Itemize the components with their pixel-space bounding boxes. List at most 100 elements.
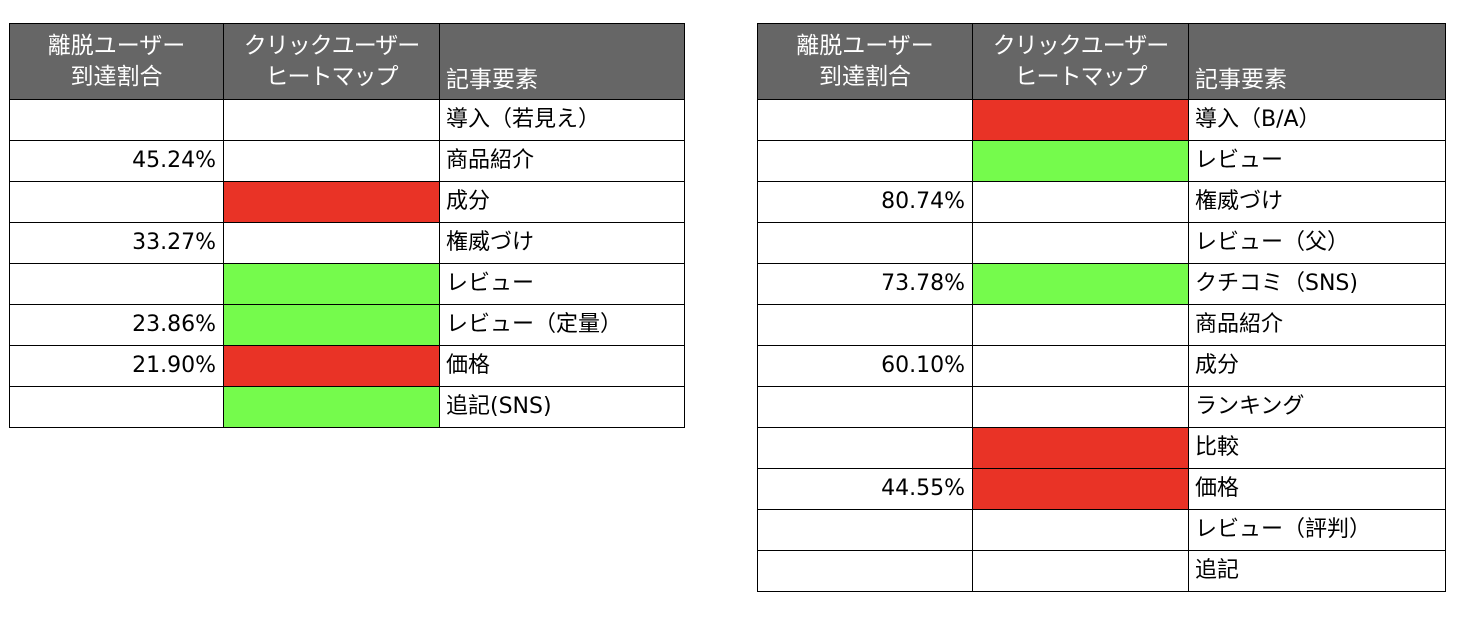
exit-rate-cell: 73.78% (757, 263, 973, 305)
header-exit-rate: 離脱ユーザー 到達割合 (757, 23, 973, 100)
heatmap-cell (972, 550, 1189, 592)
article-element-cell: 商品紹介 (439, 140, 685, 182)
article-element-cell: 商品紹介 (1188, 304, 1446, 346)
exit-rate-cell (9, 386, 224, 428)
heatmap-cell (223, 181, 440, 223)
exit-rate-cell: 44.55% (757, 468, 973, 510)
exit-rate-cell (757, 304, 973, 346)
exit-rate-cell (757, 99, 973, 141)
article-element-cell: 価格 (1188, 468, 1446, 510)
heatmap-cell (972, 509, 1189, 551)
header-row: 離脱ユーザー 到達割合 クリックユーザー ヒートマップ 記事要素 (9, 23, 685, 100)
header-element: 記事要素 (439, 23, 685, 100)
header-exit-rate-line-2: 到達割合 (819, 63, 911, 90)
table-row: 追記(SNS) (9, 386, 685, 428)
heatmap-cell (972, 386, 1189, 428)
article-element-cell: 導入（若見え） (439, 99, 685, 141)
heatmap-cell (972, 140, 1189, 182)
exit-rate-cell (757, 427, 973, 469)
table-body: 導入（若見え） 45.24% 商品紹介 成分 33.27% 権威づけ レビュー 23.86% レ… (9, 99, 685, 428)
table-row: 商品紹介 (757, 304, 1446, 346)
exit-rate-cell (9, 99, 224, 141)
header-heatmap: クリックユーザー ヒートマップ (223, 23, 440, 100)
header-exit-rate: 離脱ユーザー 到達割合 (9, 23, 224, 100)
heatmap-cell (972, 345, 1189, 387)
article-element-cell: 比較 (1188, 427, 1446, 469)
article-element-cell: レビュー（定量） (439, 304, 685, 346)
article-element-cell: 導入（B/A） (1188, 99, 1446, 141)
header-exit-rate-line-1: 離脱ユーザー (796, 32, 934, 59)
article-element-cell: 権威づけ (1188, 181, 1446, 223)
heatmap-cell (972, 468, 1189, 510)
exit-rate-cell (757, 550, 973, 592)
exit-rate-cell: 80.74% (757, 181, 973, 223)
header-row: 離脱ユーザー 到達割合 クリックユーザー ヒートマップ 記事要素 (757, 23, 1446, 100)
heatmap-cell (972, 304, 1189, 346)
article-analysis-table-right: 離脱ユーザー 到達割合 クリックユーザー ヒートマップ 記事要素 導入（B/A）… (757, 23, 1446, 592)
header-heatmap-line-2: ヒートマップ (1014, 63, 1148, 90)
heatmap-cell (223, 345, 440, 387)
table-row: 80.74% 権威づけ (757, 181, 1446, 223)
exit-rate-cell: 45.24% (9, 140, 224, 182)
article-element-cell: 成分 (439, 181, 685, 223)
exit-rate-cell: 33.27% (9, 222, 224, 264)
heatmap-cell (972, 263, 1189, 305)
table-row: 21.90% 価格 (9, 345, 685, 387)
table-row: 導入（B/A） (757, 99, 1446, 141)
exit-rate-cell: 60.10% (757, 345, 973, 387)
table-row: 23.86% レビュー（定量） (9, 304, 685, 346)
exit-rate-cell (757, 386, 973, 428)
article-element-cell: 追記(SNS) (439, 386, 685, 428)
table-row: 比較 (757, 427, 1446, 469)
table-row: レビュー (757, 140, 1446, 182)
article-element-cell: 権威づけ (439, 222, 685, 264)
header-heatmap: クリックユーザー ヒートマップ (972, 23, 1189, 100)
header-exit-rate-line-1: 離脱ユーザー (47, 32, 186, 59)
table-row: 成分 (9, 181, 685, 223)
heatmap-cell (972, 181, 1189, 223)
article-element-cell: 成分 (1188, 345, 1446, 387)
heatmap-cell (223, 222, 440, 264)
heatmap-cell (223, 304, 440, 346)
table-row: 73.78% クチコミ（SNS) (757, 263, 1446, 305)
exit-rate-cell (757, 509, 973, 551)
table-row: 追記 (757, 550, 1446, 592)
article-element-cell: クチコミ（SNS) (1188, 263, 1446, 305)
article-element-cell: レビュー（評判） (1188, 509, 1446, 551)
exit-rate-cell: 21.90% (9, 345, 224, 387)
heatmap-cell (223, 140, 440, 182)
table-row: レビュー（評判） (757, 509, 1446, 551)
exit-rate-cell (757, 140, 973, 182)
exit-rate-cell (9, 263, 224, 305)
table-row: 導入（若見え） (9, 99, 685, 141)
exit-rate-cell (757, 222, 973, 264)
heatmap-cell (972, 427, 1189, 469)
table-row: 45.24% 商品紹介 (9, 140, 685, 182)
header-heatmap-line-2: ヒートマップ (265, 63, 399, 90)
article-element-cell: レビュー (1188, 140, 1446, 182)
article-element-cell: レビュー（父） (1188, 222, 1446, 264)
exit-rate-cell (9, 181, 224, 223)
exit-rate-cell: 23.86% (9, 304, 224, 346)
article-element-cell: 価格 (439, 345, 685, 387)
heatmap-cell (223, 386, 440, 428)
table-row: 60.10% 成分 (757, 345, 1446, 387)
article-element-cell: ランキング (1188, 386, 1446, 428)
article-element-cell: 追記 (1188, 550, 1446, 592)
heatmap-cell (223, 99, 440, 141)
table-body: 導入（B/A） レビュー 80.74% 権威づけ レビュー（父） 73.78% クチコミ（S… (757, 99, 1446, 592)
heatmap-cell (972, 99, 1189, 141)
table-row: レビュー（父） (757, 222, 1446, 264)
header-heatmap-line-1: クリックユーザー (243, 32, 421, 59)
heatmap-cell (223, 263, 440, 305)
table-row: 33.27% 権威づけ (9, 222, 685, 264)
header-heatmap-line-1: クリックユーザー (992, 32, 1170, 59)
table-row: 44.55% 価格 (757, 468, 1446, 510)
table-row: ランキング (757, 386, 1446, 428)
header-exit-rate-line-2: 到達割合 (70, 63, 163, 90)
article-analysis-table-left: 離脱ユーザー 到達割合 クリックユーザー ヒートマップ 記事要素 導入（若見え）… (9, 23, 685, 428)
header-element: 記事要素 (1188, 23, 1446, 100)
heatmap-cell (972, 222, 1189, 264)
article-element-cell: レビュー (439, 263, 685, 305)
table-row: レビュー (9, 263, 685, 305)
